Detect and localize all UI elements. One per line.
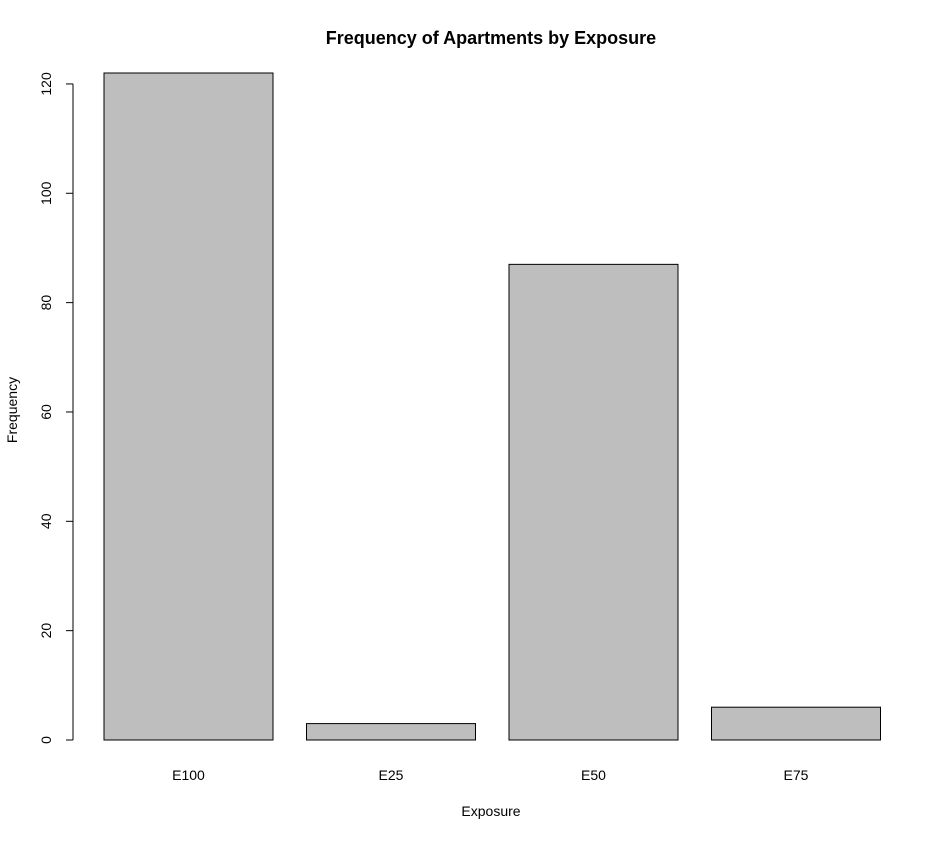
y-tick-label: 80 bbox=[38, 295, 54, 311]
bars-group bbox=[103, 72, 881, 741]
y-tick-label: 60 bbox=[38, 404, 54, 420]
x-tick-label-e25: E25 bbox=[379, 767, 404, 783]
bar-e50 bbox=[508, 263, 679, 741]
y-tick-label: 40 bbox=[38, 513, 54, 529]
y-tick-label: 120 bbox=[38, 72, 54, 96]
y-axis-label: Frequency bbox=[4, 377, 20, 443]
chart-title: Frequency of Apartments by Exposure bbox=[326, 28, 656, 48]
bar-e100 bbox=[103, 72, 274, 741]
x-tick-label-e75: E75 bbox=[784, 767, 809, 783]
y-tick-label: 100 bbox=[38, 181, 54, 205]
x-tick-labels: E100 E25 E50 E75 bbox=[172, 767, 809, 783]
y-tick-label: 0 bbox=[38, 736, 54, 744]
x-axis-label: Exposure bbox=[461, 803, 520, 819]
y-tick-label: 20 bbox=[38, 623, 54, 639]
bar-e75 bbox=[711, 706, 881, 741]
x-tick-label-e100: E100 bbox=[172, 767, 205, 783]
y-axis: 0 20 40 60 80 100 120 bbox=[38, 72, 74, 744]
x-tick-label-e50: E50 bbox=[581, 767, 606, 783]
bar-e25 bbox=[306, 723, 476, 741]
